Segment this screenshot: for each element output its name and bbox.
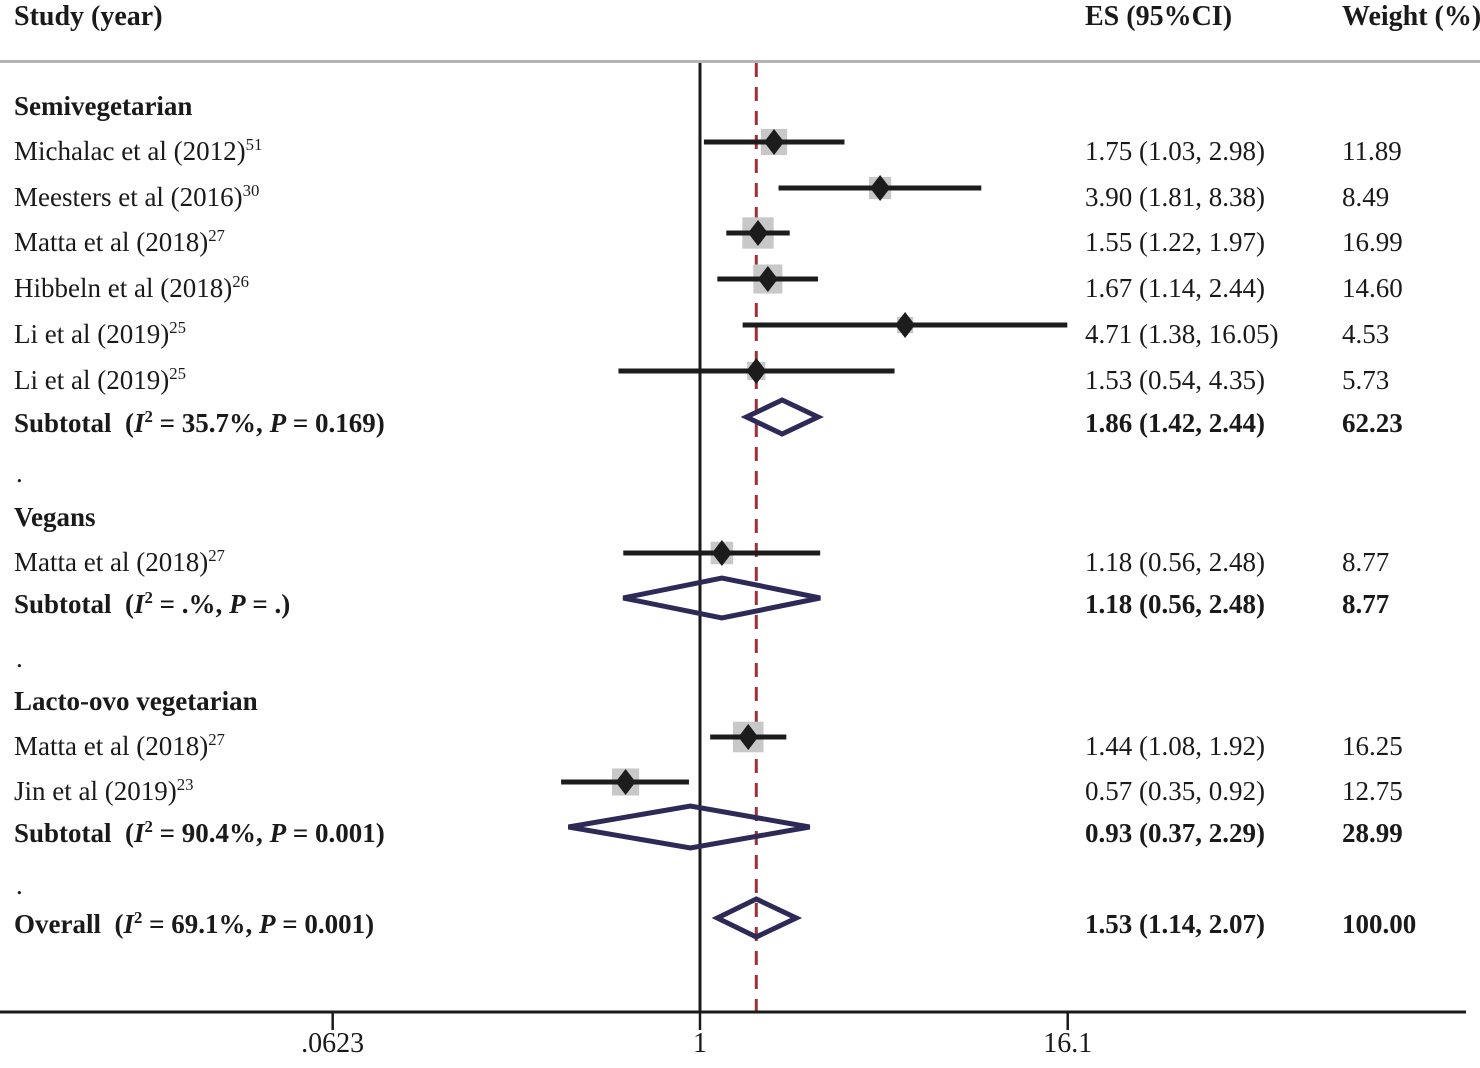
- subtotal-diamond: [740, 397, 824, 437]
- column-header-study: Study (year): [14, 1, 163, 32]
- point-estimate-marker: [738, 724, 759, 750]
- subtotal-diamond: [622, 575, 821, 621]
- column-header-es: ES (95%CI): [1085, 1, 1233, 32]
- point-estimate-marker: [746, 358, 767, 384]
- point-estimate-marker: [764, 129, 785, 155]
- point-estimate-marker: [711, 540, 732, 566]
- column-header-weight: Weight (%): [1342, 1, 1480, 32]
- point-estimate-marker: [747, 220, 768, 246]
- point-estimate-marker: [615, 769, 636, 795]
- subtotal-diamond: [568, 803, 811, 851]
- point-estimate-marker: [895, 312, 916, 338]
- overall-diamond: [711, 896, 803, 940]
- point-estimate-marker: [757, 266, 778, 292]
- point-estimate-marker: [870, 175, 891, 201]
